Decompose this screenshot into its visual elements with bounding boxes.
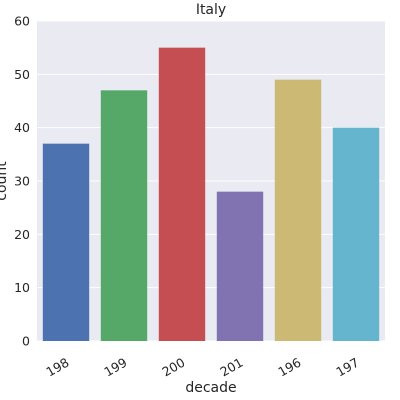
grid-lines: [37, 20, 385, 342]
bar-197: [332, 127, 380, 342]
x-tick-label: 196: [275, 355, 303, 380]
y-tick-label: 20: [14, 227, 30, 242]
x-axis-label: decade: [185, 380, 236, 396]
y-tick-label: 40: [14, 120, 30, 135]
bar-200: [158, 47, 206, 342]
y-tick-label: 50: [14, 67, 30, 82]
x-tick-label: 197: [333, 355, 361, 380]
y-tick-label: 10: [14, 280, 30, 295]
x-tick-label: 200: [159, 355, 187, 380]
y-tick-label: 30: [14, 174, 30, 189]
x-tick-labels: 198 199 200 201 196 197: [43, 355, 361, 380]
x-tick-label: 198: [43, 355, 71, 380]
bar-201: [216, 191, 264, 341]
x-tick-label: 201: [217, 355, 245, 380]
y-tick-label: 0: [22, 334, 30, 349]
bar-199: [100, 90, 148, 341]
bar-196: [274, 79, 322, 342]
x-tick-label: 199: [101, 355, 129, 380]
y-tick-label: 60: [14, 14, 30, 29]
y-tick-labels: 0 10 20 30 40 50 60: [14, 14, 30, 349]
bars: [42, 47, 380, 342]
y-axis-label: count: [0, 161, 10, 201]
bar-198: [42, 143, 90, 341]
chart-title: Italy: [196, 2, 226, 18]
